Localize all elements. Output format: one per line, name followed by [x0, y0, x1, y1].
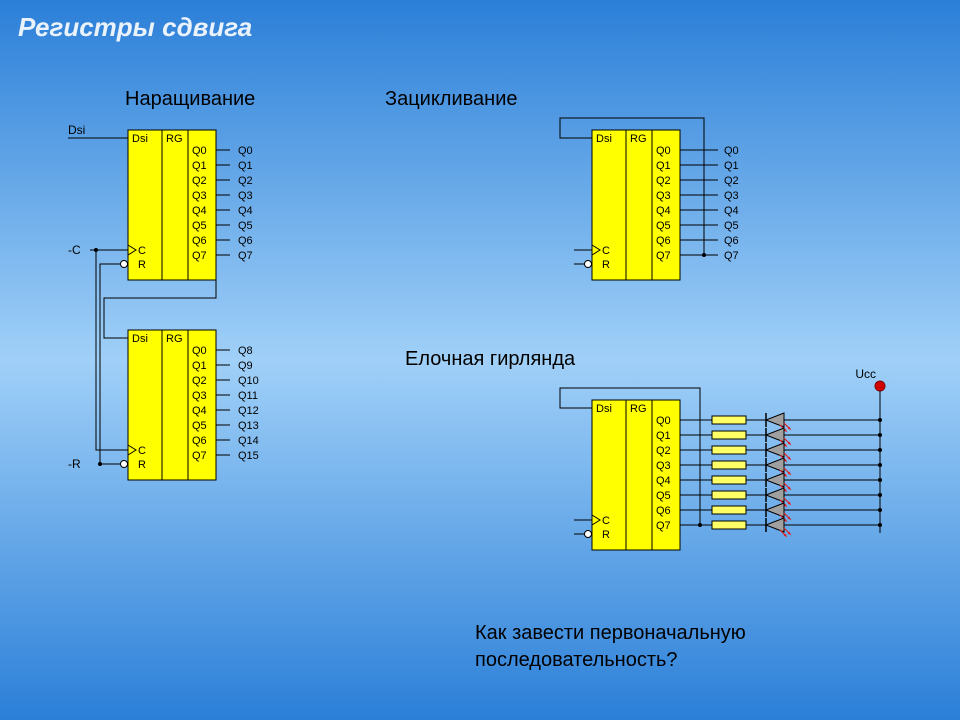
- svg-text:Q5: Q5: [238, 220, 253, 232]
- svg-text:C: C: [138, 245, 146, 257]
- svg-text:Q5: Q5: [724, 220, 739, 232]
- svg-text:Q5: Q5: [656, 490, 671, 502]
- svg-text:Q0: Q0: [192, 145, 207, 157]
- svg-text:Q7: Q7: [192, 450, 207, 462]
- svg-text:Q4: Q4: [656, 475, 671, 487]
- svg-text:C: C: [602, 515, 610, 527]
- svg-text:Q15: Q15: [238, 450, 259, 462]
- svg-text:R: R: [138, 459, 146, 471]
- svg-text:Q12: Q12: [238, 405, 259, 417]
- svg-text:Q10: Q10: [238, 375, 259, 387]
- diagram-canvas: DsiRGQ0Q1Q2Q3Q4Q5Q6Q7CRDsiRGQ0Q1Q2Q3Q4Q5…: [0, 0, 960, 720]
- svg-text:Q13: Q13: [238, 420, 259, 432]
- svg-text:RG: RG: [166, 133, 183, 145]
- svg-text:-R: -R: [68, 457, 81, 471]
- svg-text:Q5: Q5: [656, 220, 671, 232]
- svg-text:Dsi: Dsi: [132, 133, 148, 145]
- svg-text:Q1: Q1: [656, 160, 671, 172]
- svg-text:Q0: Q0: [192, 345, 207, 357]
- svg-text:R: R: [602, 529, 610, 541]
- svg-text:Q2: Q2: [192, 175, 207, 187]
- svg-text:Q6: Q6: [238, 235, 253, 247]
- svg-text:Q7: Q7: [192, 250, 207, 262]
- svg-text:Q6: Q6: [192, 435, 207, 447]
- svg-text:Q1: Q1: [656, 430, 671, 442]
- svg-text:Q5: Q5: [192, 420, 207, 432]
- svg-text:Q4: Q4: [192, 405, 207, 417]
- svg-text:Q4: Q4: [192, 205, 207, 217]
- slide: Регистры сдвига Наращивание Зацикливание…: [0, 0, 960, 720]
- svg-text:Q0: Q0: [656, 145, 671, 157]
- svg-text:Q7: Q7: [656, 520, 671, 532]
- svg-text:Q14: Q14: [238, 435, 259, 447]
- svg-text:Q1: Q1: [192, 360, 207, 372]
- svg-text:RG: RG: [630, 133, 647, 145]
- svg-text:Q7: Q7: [238, 250, 253, 262]
- svg-text:Q3: Q3: [656, 460, 671, 472]
- svg-text:RG: RG: [166, 333, 183, 345]
- svg-text:Q1: Q1: [192, 160, 207, 172]
- svg-text:Q0: Q0: [238, 145, 253, 157]
- svg-text:Q2: Q2: [238, 175, 253, 187]
- svg-text:Q7: Q7: [724, 250, 739, 262]
- svg-text:Q0: Q0: [656, 415, 671, 427]
- svg-text:Ucc: Ucc: [855, 367, 876, 381]
- svg-text:Q5: Q5: [192, 220, 207, 232]
- svg-text:Dsi: Dsi: [132, 333, 148, 345]
- svg-text:Q6: Q6: [192, 235, 207, 247]
- svg-text:Q6: Q6: [724, 235, 739, 247]
- svg-text:Q2: Q2: [192, 375, 207, 387]
- svg-text:Q8: Q8: [238, 345, 253, 357]
- svg-text:Q2: Q2: [724, 175, 739, 187]
- svg-text:Q3: Q3: [192, 190, 207, 202]
- svg-text:Q3: Q3: [724, 190, 739, 202]
- svg-text:Dsi: Dsi: [596, 133, 612, 145]
- svg-text:R: R: [602, 259, 610, 271]
- svg-text:Q3: Q3: [238, 190, 253, 202]
- svg-text:Dsi: Dsi: [596, 403, 612, 415]
- svg-text:Q3: Q3: [192, 390, 207, 402]
- svg-text:Q3: Q3: [656, 190, 671, 202]
- svg-text:Q11: Q11: [238, 390, 258, 402]
- svg-text:RG: RG: [630, 403, 647, 415]
- svg-text:Q1: Q1: [238, 160, 253, 172]
- svg-text:Dsi: Dsi: [68, 123, 85, 137]
- svg-text:Q4: Q4: [656, 205, 671, 217]
- svg-text:Q0: Q0: [724, 145, 739, 157]
- svg-text:Q6: Q6: [656, 235, 671, 247]
- svg-text:Q6: Q6: [656, 505, 671, 517]
- svg-text:Q2: Q2: [656, 175, 671, 187]
- svg-text:-C: -C: [68, 243, 81, 257]
- svg-text:Q4: Q4: [724, 205, 739, 217]
- svg-text:Q2: Q2: [656, 445, 671, 457]
- svg-text:C: C: [602, 245, 610, 257]
- svg-text:Q7: Q7: [656, 250, 671, 262]
- svg-text:Q1: Q1: [724, 160, 739, 172]
- svg-text:Q9: Q9: [238, 360, 253, 372]
- svg-text:R: R: [138, 259, 146, 271]
- svg-text:C: C: [138, 445, 146, 457]
- svg-text:Q4: Q4: [238, 205, 253, 217]
